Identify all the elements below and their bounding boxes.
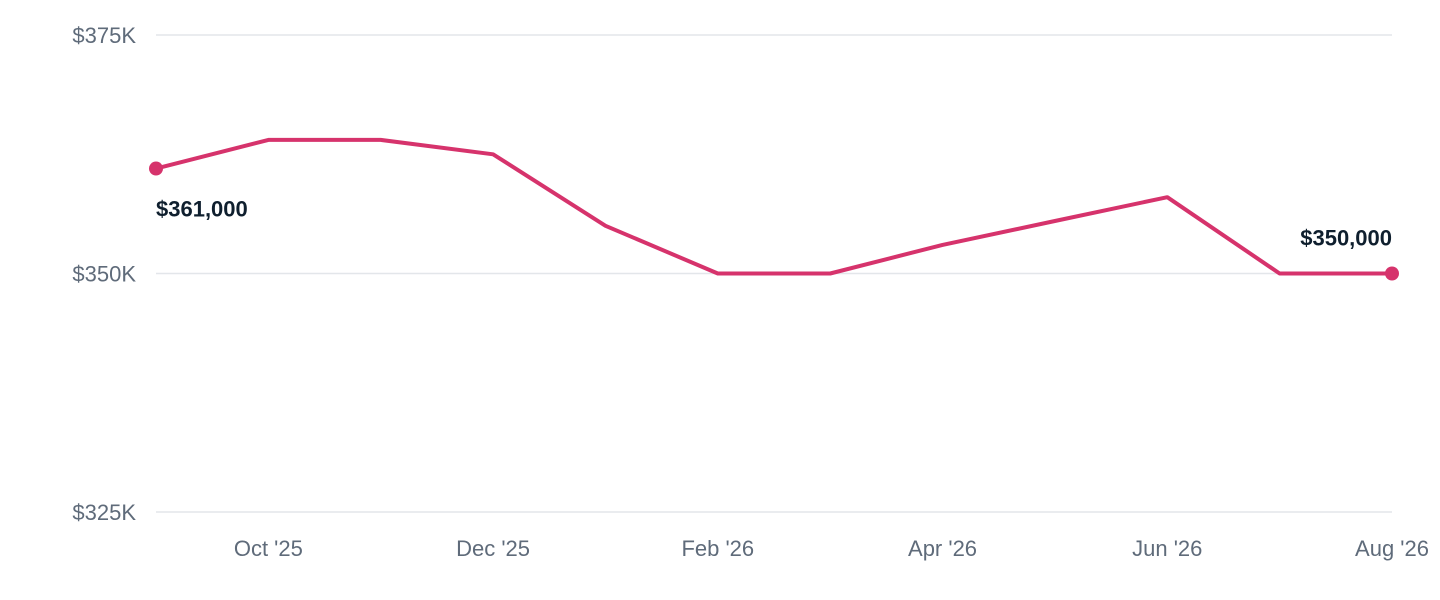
x-tick-label: Jun '26 — [1132, 536, 1202, 561]
x-axis-labels: Oct '25 Dec '25 Feb '26 Apr '26 Jun '26 Aug '… — [234, 536, 1429, 561]
y-tick-label: $375K — [72, 23, 136, 48]
x-tick-label: Apr '26 — [908, 536, 977, 561]
endpoint-marker — [1385, 266, 1399, 281]
y-tick-label: $325K — [72, 500, 136, 525]
y-tick-label: $350K — [72, 262, 136, 287]
series-line — [154, 137, 1394, 276]
data-label: $350,000 — [1300, 226, 1392, 251]
x-tick-label: Feb '26 — [681, 536, 754, 561]
x-tick-label: Aug '26 — [1355, 536, 1429, 561]
x-tick-label: Dec '25 — [456, 536, 530, 561]
data-label: $361,000 — [156, 197, 248, 222]
x-tick-label: Oct '25 — [234, 536, 303, 561]
endpoint-marker — [149, 161, 163, 176]
